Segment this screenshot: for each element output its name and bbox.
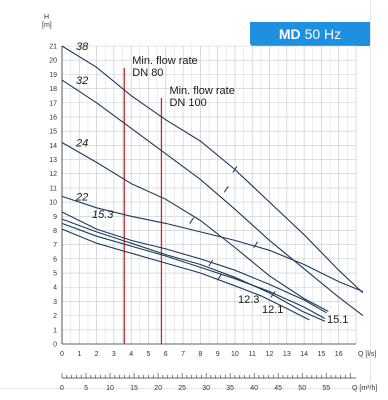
min-flow-label: Min. flow rate [132, 55, 197, 67]
x-tick-label: 15 [318, 351, 326, 358]
y-tick-label: 21 [49, 44, 57, 51]
x-tick-label: 6 [164, 351, 168, 358]
y-tick-label: 9 [53, 214, 57, 221]
y-tick-label: 20 [49, 58, 57, 65]
y-tick-label: 12 [49, 171, 57, 178]
y-tick-label: 4 [53, 285, 57, 292]
x2-tick-label: 20 [154, 385, 162, 392]
x-tick-label: 4 [129, 351, 133, 358]
y-tick-label: 17 [49, 100, 57, 107]
efficiency-mark [232, 166, 238, 173]
x-tick-label: 5 [147, 351, 151, 358]
efficiency-mark [208, 259, 214, 267]
x2-tick-label: 45 [274, 385, 282, 392]
y-tick-label: 1 [53, 327, 57, 334]
y-tick-label: 5 [53, 271, 57, 278]
x2-tick-label: 10 [106, 385, 114, 392]
y-axis-label: H [44, 14, 49, 21]
x2-tick-label: 35 [226, 385, 234, 392]
x-tick-label: 12 [266, 351, 274, 358]
performance-curve [61, 228, 310, 321]
efficiency-mark [253, 241, 259, 248]
performance-curve [61, 211, 327, 314]
performance-curve [61, 142, 329, 312]
x-tick-label: 7 [181, 351, 185, 358]
y-tick-label: 3 [53, 299, 57, 306]
curve-label: 15.3 [92, 209, 114, 221]
curve-label: 22 [75, 191, 88, 203]
x2-tick-label: 5 [84, 385, 88, 392]
y-tick-label: 14 [49, 143, 57, 150]
curve-label: 38 [76, 41, 89, 53]
curve-label: 15.1 [327, 314, 348, 326]
y-tick-label: 7 [53, 242, 57, 249]
min-flow-sublabel: DN 80 [132, 67, 163, 79]
x2-tick-label: 30 [202, 385, 210, 392]
x-tick-label: 14 [300, 351, 308, 358]
efficiency-mark [189, 217, 195, 224]
performance-curve [61, 45, 364, 294]
x2-tick-label: 40 [250, 385, 258, 392]
x-tick-label: 1 [77, 351, 81, 358]
performance-curve [61, 79, 364, 317]
x-tick-label: 0 [60, 351, 64, 358]
frequency-label: 50 Hz [304, 26, 342, 42]
min-flow-label: Min. flow rate [169, 85, 234, 97]
x-tick-label: 9 [216, 351, 220, 358]
curve-label: 12.3 [238, 294, 259, 306]
efficiency-mark [270, 291, 276, 298]
x-tick-label: 3 [112, 351, 116, 358]
y-tick-label: 13 [49, 157, 57, 164]
y-tick-label: 0 [53, 342, 57, 349]
y-tick-label: 19 [49, 72, 57, 79]
y-tick-label: 6 [53, 256, 57, 263]
x-tick-label: 16 [335, 351, 343, 358]
model-name: MD [278, 26, 301, 42]
x-tick-label: 2 [95, 351, 99, 358]
chart-card: MD 50 Hz 0 1 2 3 4 5 6 7 8 9 10 11 12 13 14 15 16 17 18 19 2… [0, 0, 377, 392]
y-tick-label: 11 [50, 185, 57, 192]
y-tick-label: 16 [49, 114, 57, 121]
y-axis-unit: [m] [42, 22, 52, 29]
curve-label: 12.1 [262, 304, 283, 316]
x-tick-label: 13 [283, 351, 291, 358]
curve-label: 24 [75, 137, 88, 149]
performance-curve [61, 222, 326, 319]
x2-tick-label: 50 [298, 385, 306, 392]
x2-axis-unit: Q [m³/h] [352, 385, 377, 392]
x2-tick-label: 15 [130, 385, 138, 392]
x2-tick-label: 55 [322, 385, 330, 392]
header-tab: MD 50 Hz [250, 22, 370, 46]
performance-curve [61, 218, 326, 322]
min-flow-sublabel: DN 100 [169, 97, 206, 109]
x-tick-label: 10 [231, 351, 239, 358]
y-tick-label: 8 [53, 228, 57, 235]
x2-tick-label: 0 [60, 385, 64, 392]
x-tick-label: 11 [249, 351, 256, 358]
x-tick-label: 8 [198, 351, 202, 358]
curve-label: 32 [76, 75, 88, 87]
x-axis-unit: Q [l/s] [358, 351, 376, 358]
performance-curve [61, 195, 364, 293]
y-tick-label: 18 [49, 86, 57, 93]
x2-tick-label: 25 [178, 385, 186, 392]
y-tick-label: 10 [49, 200, 57, 207]
y-tick-label: 2 [53, 313, 57, 320]
efficiency-mark [216, 274, 222, 281]
efficiency-mark [223, 186, 229, 193]
y-tick-label: 15 [49, 129, 57, 136]
